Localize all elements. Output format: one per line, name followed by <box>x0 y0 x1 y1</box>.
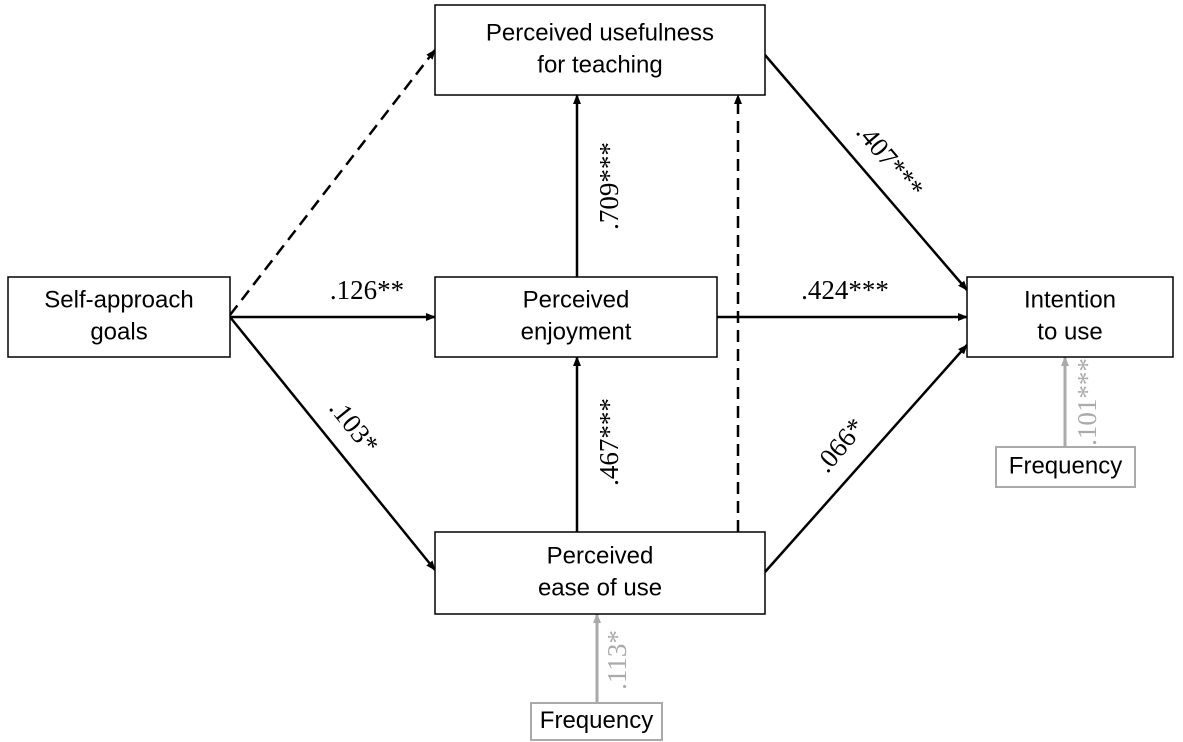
node: Intention to use <box>966 276 1174 358</box>
edge-label: .113* <box>602 630 632 690</box>
edge-label: .101*** <box>1072 358 1102 446</box>
node: Self-approach goals <box>7 276 231 358</box>
node-label: Perceived <box>547 542 654 569</box>
edge <box>764 54 968 291</box>
node: Perceived usefulness for teaching <box>434 4 766 96</box>
node-box <box>7 276 231 358</box>
node-label: Perceived usefulness <box>486 19 714 46</box>
node-label: ease of use <box>538 574 662 601</box>
edge-label: .407*** <box>850 117 929 204</box>
edge-label: .467*** <box>594 398 624 486</box>
node: Perceived ease of use <box>434 531 766 615</box>
edge-label: .126** <box>330 275 404 305</box>
node-label: to use <box>1037 318 1102 345</box>
node-label: Perceived <box>523 286 630 313</box>
node-box <box>530 702 663 741</box>
node-box <box>434 4 766 96</box>
node-label: Frequency <box>540 707 653 734</box>
node-label: Self-approach <box>44 286 193 313</box>
edge-label: .066* <box>809 412 871 478</box>
node: Frequency <box>530 702 663 741</box>
node-box <box>995 446 1136 488</box>
node-box <box>966 276 1174 358</box>
edge <box>764 344 968 573</box>
edge <box>229 316 436 571</box>
node: Perceived enjoyment <box>434 276 718 358</box>
node-label: enjoyment <box>521 318 632 345</box>
node-label: Frequency <box>1009 452 1122 479</box>
node: Frequency <box>995 446 1136 488</box>
node-label: for teaching <box>537 51 662 78</box>
edge-label: .424*** <box>801 275 889 305</box>
node-label: goals <box>90 318 147 345</box>
edge-label: .709*** <box>594 142 624 230</box>
node-label: Intention <box>1024 286 1116 313</box>
node-box <box>434 276 718 358</box>
edge-label: .103* <box>323 393 385 459</box>
node-box <box>434 531 766 615</box>
